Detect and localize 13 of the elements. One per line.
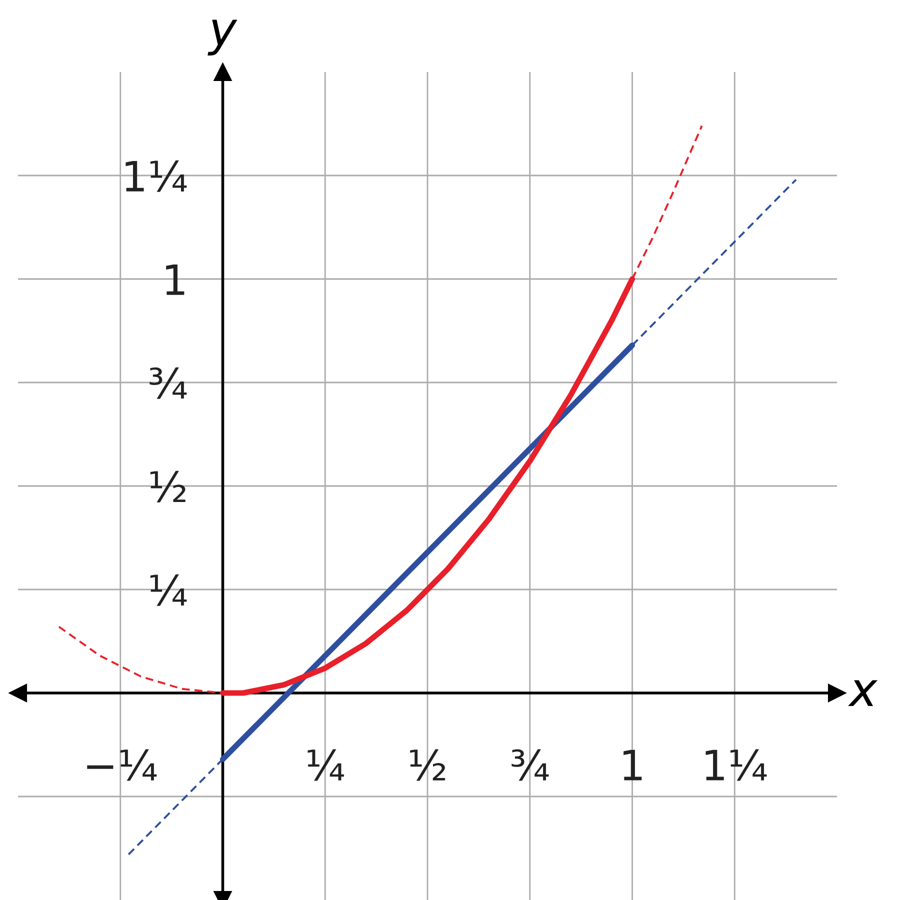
x-tick-label: ¼ bbox=[308, 749, 344, 781]
y-axis-title: y bbox=[208, 20, 238, 56]
y-tick-label: 1 bbox=[166, 264, 184, 295]
x-tick-label: −¼ bbox=[87, 749, 157, 781]
y-tick-label: ¼ bbox=[150, 574, 187, 606]
y-tick-label: ¾ bbox=[150, 367, 187, 399]
x-tick-label: 1¼ bbox=[706, 749, 767, 781]
x-tick-label: ¾ bbox=[512, 749, 549, 781]
y-tick-label: 1¼ bbox=[126, 160, 187, 192]
x-axis-title: x bbox=[848, 680, 878, 706]
x-tick-label: 1 bbox=[624, 750, 642, 780]
y-tick-label: ½ bbox=[150, 470, 186, 502]
x-tick-label: ½ bbox=[410, 749, 446, 781]
